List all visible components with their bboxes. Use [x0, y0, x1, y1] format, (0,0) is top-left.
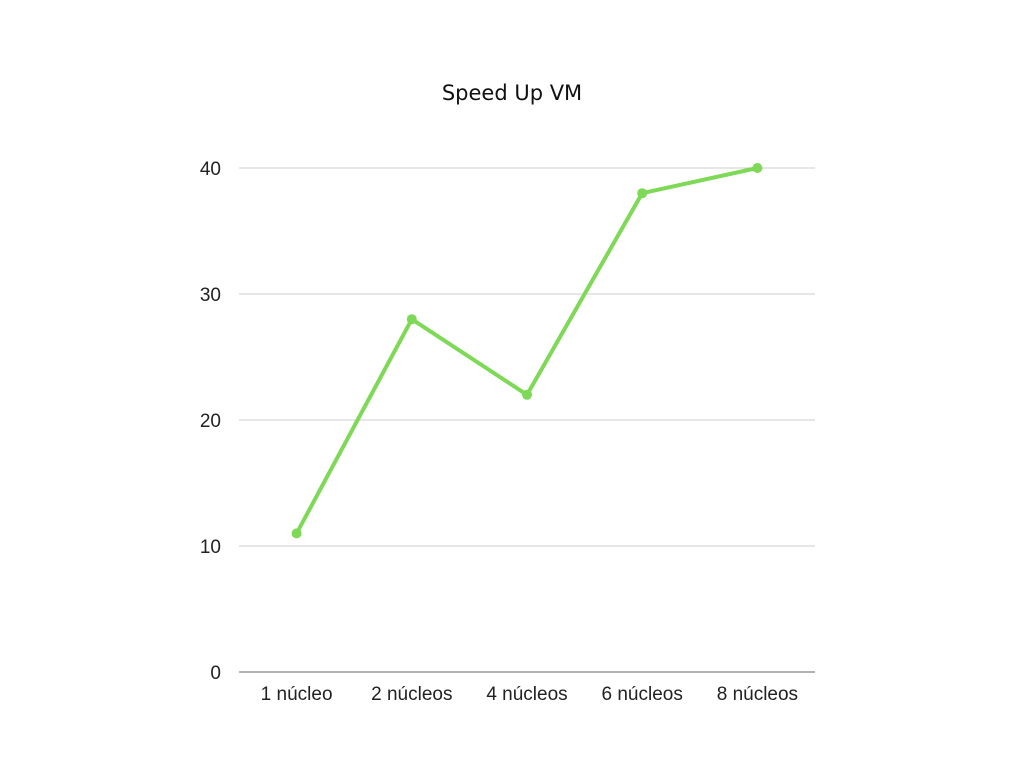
data-point: [637, 188, 648, 199]
data-point: [522, 389, 532, 400]
gridlines: [239, 167, 815, 547]
y-tick-label: 0: [210, 663, 221, 684]
y-tick-label: 40: [200, 159, 221, 180]
x-tick-label: 1 núcleo: [261, 684, 333, 705]
chart-title: Speed Up VM: [442, 81, 582, 105]
y-tick-label: 20: [200, 411, 221, 432]
series: [291, 163, 763, 539]
data-point: [752, 163, 763, 173]
x-tick-label: 2 núcleos: [371, 684, 452, 705]
y-tick-label: 30: [200, 285, 221, 306]
data-point: [406, 314, 417, 325]
x-tick-label: 6 núcleos: [602, 684, 683, 705]
x-tick-label: 4 núcleos: [486, 684, 567, 705]
x-axis-ticks: 1 núcleo 2 núcleos 4 núcleos 6 núcleos 8 núc…: [261, 684, 798, 705]
data-point: [291, 528, 302, 539]
y-axis-ticks: 0 10 20 30 40: [200, 159, 221, 684]
x-tick-label: 8 núcleos: [717, 684, 798, 705]
series-line: [294, 166, 760, 536]
y-tick-label: 10: [200, 537, 221, 558]
